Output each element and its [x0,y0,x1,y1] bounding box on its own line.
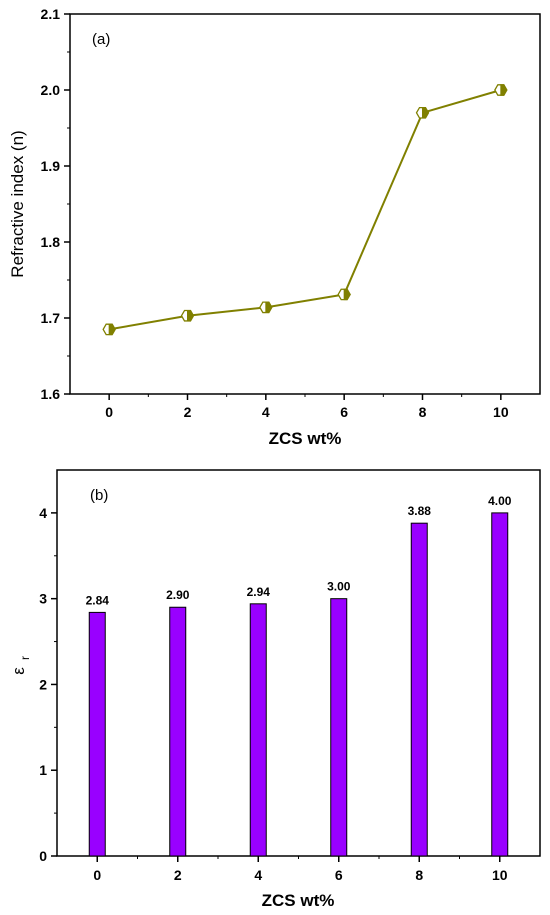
panel-a-y-axis: 1.6 1.7 1.8 1.9 2.0 2.1 [41,6,70,402]
panel-b-y-axis-title-sub: r [18,656,32,660]
panel-a-series [102,84,508,336]
panel-b-data-label: 2.84 [86,593,110,607]
panel-a-y-tick-label: 2.1 [41,6,61,22]
panel-b-bar [249,603,267,857]
panel-a-x-tick-label: 0 [105,404,113,420]
panel-a-x-axis-title: ZCS wt% [269,429,342,448]
panel-b-bar [330,598,348,857]
panel-b-y-tick-label: 0 [39,848,47,864]
panel-b-x-tick-label: 6 [335,867,343,883]
panel-b-x-axis-title: ZCS wt% [262,891,335,910]
panel-b-x-axis: 0 2 4 6 8 10 [93,856,508,883]
panel-b: (b) 2.84 2.90 2.94 3.00 3.88 4.00 0 2 4 6 8 10 0 1 2… [9,469,541,910]
panel-b-bar [491,512,509,857]
panel-a-label: (a) [92,31,110,48]
panel-a-data-point [102,323,116,336]
panel-b-x-tick-label: 4 [254,867,262,883]
panel-b-data-label: 3.00 [327,580,351,594]
panel-b-data-label: 4.00 [488,494,512,508]
panel-b-data-labels: 2.84 2.90 2.94 3.00 3.88 4.00 [86,494,512,608]
panel-a-marker-fill [343,288,351,301]
panel-a-marker-fill [265,301,273,314]
panel-a-y-axis-title: Refractive index (n) [8,130,27,277]
panel-a-plot-frame [69,13,541,395]
panel-b-y-tick-label: 4 [39,505,47,521]
panel-a-data-point [259,301,273,314]
panel-b-x-tick-label: 8 [415,867,423,883]
panel-b-bar [88,611,106,857]
panel-b-y-axis-title: ε r [9,656,32,675]
panel-a-y-tick-label: 1.9 [41,158,61,174]
panel-b-x-tick-label: 2 [174,867,182,883]
panel-b-y-tick-label: 2 [39,676,47,692]
panel-b-data-label: 2.90 [166,588,190,602]
panel-a-x-tick-label: 4 [262,404,270,420]
panel-a-x-tick-label: 2 [184,404,192,420]
panel-a-y-tick-label: 2.0 [41,82,61,98]
panel-b-bar [169,606,187,857]
panel-a-x-tick-label: 6 [340,404,348,420]
panel-a-x-tick-label: 8 [419,404,427,420]
panel-a-marker-fill [187,310,195,322]
panel-a-y-tick-label: 1.7 [41,310,61,326]
panel-a-x-tick-label: 10 [493,404,509,420]
panel-a-data-point [337,288,351,301]
panel-a-data-point [180,309,195,322]
panel-b-data-label: 2.94 [247,585,271,599]
panel-b-label: (b) [90,487,108,504]
panel-a-series-line [108,89,502,331]
panel-b-y-tick-label: 1 [39,762,47,778]
panel-b-y-axis: 0 1 2 3 4 [39,505,57,864]
panel-b-y-tick-label: 3 [39,591,47,607]
panel-a-y-tick-label: 1.6 [41,386,61,402]
panel-a-data-point [415,106,430,119]
panel-b-y-axis-title-main: ε [9,667,28,675]
panel-a-x-axis: 0 2 4 6 8 10 [105,394,509,420]
panel-b-plot-frame [56,469,541,857]
panel-b-bars [88,512,509,857]
panel-a-data-point [494,84,508,96]
panel-b-bar [410,522,428,857]
panel-b-x-tick-label: 0 [93,867,101,883]
panel-a-marker-fill [422,107,430,119]
panel-b-data-label: 3.88 [408,504,432,518]
panel-a-marker-fill [500,84,508,96]
panel-b-x-tick-label: 10 [492,867,508,883]
panel-a: (a) 0 2 4 6 8 10 1.6 1.7 1.8 1.9 2.0 2.1 ZCS wt% R… [8,6,541,448]
panel-a-y-tick-label: 1.8 [41,234,61,250]
panel-a-marker-fill [108,323,116,336]
